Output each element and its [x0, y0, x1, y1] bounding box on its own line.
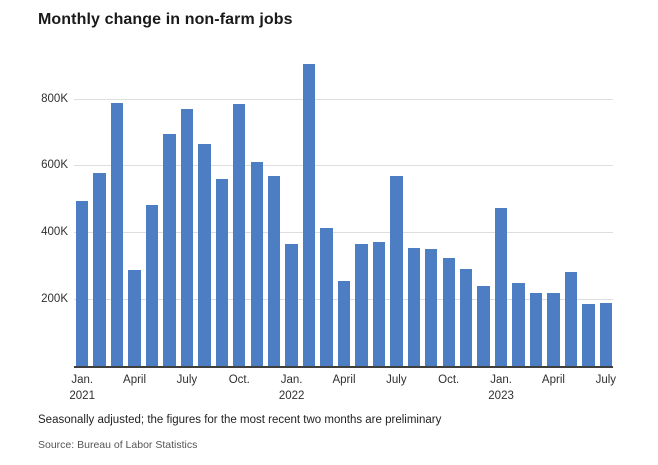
y-axis-label-400k: 400K: [41, 226, 68, 239]
bar-2021-08: [198, 144, 211, 366]
y-axis-label-600k: 600K: [41, 159, 68, 172]
bar-2022-09: [425, 248, 438, 366]
bars-group: [76, 40, 612, 366]
bar-2022-02: [302, 63, 316, 366]
bar-2021-12: [267, 175, 281, 366]
source-note: Source: Bureau of Labor Statistics: [38, 439, 198, 451]
x-axis-label-2022-10: Oct.: [438, 372, 459, 388]
x-axis-year-label: 2022: [278, 390, 305, 402]
x-axis-year-label: 2023: [488, 390, 514, 402]
x-axis-line: [74, 366, 613, 368]
gridline-400k: [74, 232, 613, 234]
footnote: Seasonally adjusted; the figures for the…: [38, 414, 442, 426]
x-axis-label-2022-01: Jan. 2022: [279, 372, 305, 404]
bar-2021-01: [76, 200, 89, 366]
x-axis-month-label: April: [123, 374, 147, 386]
bar-2023-04: [547, 293, 560, 366]
x-axis-month-label: Oct.: [438, 374, 460, 386]
x-axis-label-2022-07: July: [386, 372, 406, 388]
bar-2021-10: [233, 103, 246, 366]
y-axis-label-200k: 200K: [41, 293, 68, 306]
bar-2022-07: [390, 176, 403, 366]
x-axis-month-label: April: [332, 374, 356, 386]
bar-2023-01: [494, 208, 508, 366]
x-axis-label-2021-01: Jan. 2021: [69, 372, 95, 404]
gridline-800k: [74, 98, 613, 100]
x-axis-label-2022-04: April: [332, 372, 355, 388]
bar-2022-06: [372, 242, 386, 366]
x-axis-label-2021-07: July: [177, 372, 197, 388]
bar-2022-10: [442, 257, 455, 366]
bar-2022-11: [459, 269, 473, 366]
bar-2023-06: [582, 304, 595, 366]
bar-2021-09: [215, 179, 229, 366]
x-axis-month-label: Jan.: [280, 374, 303, 386]
bar-2022-01: [285, 244, 298, 366]
x-axis-month-label: Oct.: [228, 374, 250, 386]
bar-2021-02: [93, 173, 106, 366]
gridline-600k: [74, 165, 613, 167]
plot-area: 200K 400K 600K 800K: [41, 40, 613, 366]
x-axis-label-2023-04: April: [542, 372, 565, 388]
bar-2023-05: [564, 272, 578, 366]
x-axis-label-2021-04: April: [123, 372, 146, 388]
bar-2021-07: [180, 108, 194, 366]
x-axis-month-label: April: [541, 374, 565, 386]
bar-2021-06: [163, 133, 176, 366]
x-axis-month-label: Jan.: [490, 374, 512, 386]
x-axis-label-2023-07: July: [596, 372, 616, 388]
bar-2022-05: [355, 244, 368, 366]
x-axis-month-label: July: [386, 374, 407, 386]
bar-2021-11: [250, 161, 263, 366]
bar-2023-02: [512, 283, 525, 366]
bar-2021-03: [110, 102, 124, 366]
x-axis-month-label: July: [176, 374, 198, 386]
x-axis-month-label: July: [595, 374, 617, 386]
x-axis-year-label: 2021: [69, 390, 95, 402]
bar-2021-04: [128, 269, 141, 366]
bar-2023-07: [599, 303, 612, 366]
bar-2022-08: [407, 248, 420, 366]
bar-2022-03: [320, 227, 333, 366]
bar-2021-05: [145, 204, 159, 366]
chart-title: Monthly change in non-farm jobs: [38, 11, 293, 28]
x-axis-month-label: Jan.: [71, 374, 94, 386]
x-axis-label-2021-10: Oct.: [229, 372, 250, 388]
y-axis-label-800k: 800K: [41, 92, 68, 105]
bar-2022-12: [477, 286, 490, 366]
bar-2022-04: [337, 281, 351, 366]
bar-2023-03: [529, 293, 543, 366]
x-axis-label-2023-01: Jan. 2023: [488, 372, 514, 404]
